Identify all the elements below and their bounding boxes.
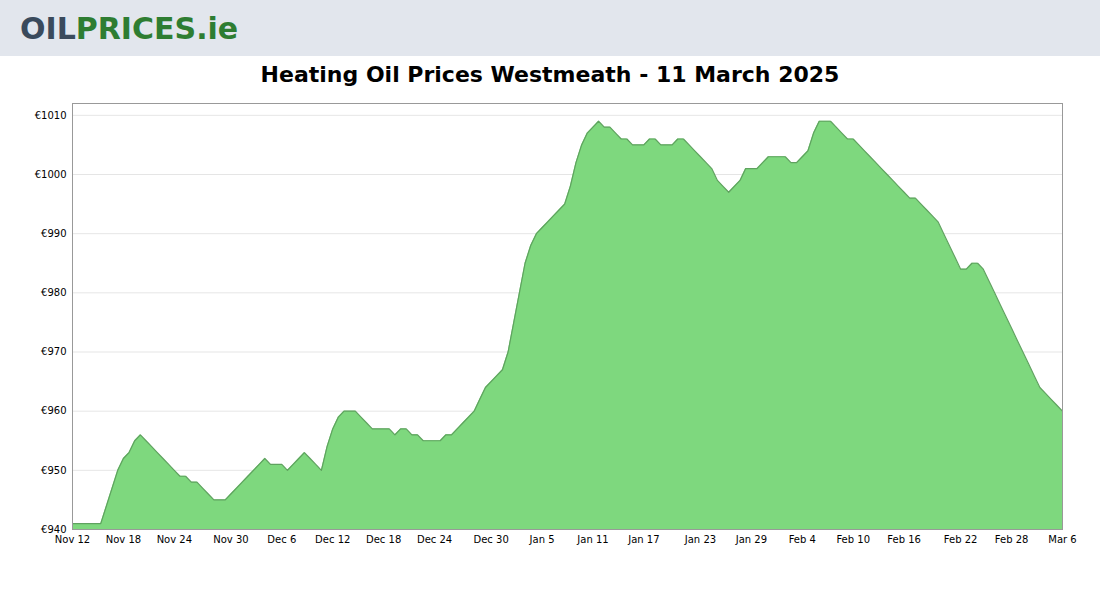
svg-text:Dec 30: Dec 30 <box>473 534 508 545</box>
svg-text:Feb 4: Feb 4 <box>789 534 816 545</box>
svg-text:Feb 22: Feb 22 <box>944 534 978 545</box>
svg-text:Dec 6: Dec 6 <box>267 534 296 545</box>
svg-text:Nov 12: Nov 12 <box>55 534 90 545</box>
svg-text:€970: €970 <box>41 346 66 357</box>
svg-text:Nov 24: Nov 24 <box>157 534 192 545</box>
svg-text:Dec 12: Dec 12 <box>315 534 350 545</box>
svg-text:€1000: €1000 <box>35 169 67 180</box>
svg-text:€950: €950 <box>41 465 66 476</box>
svg-text:Jan 11: Jan 11 <box>576 534 608 545</box>
svg-text:Dec 24: Dec 24 <box>417 534 452 545</box>
html-text:OIL PRICES.ie: OIL PRICES.ie <box>20 10 239 46</box>
svg-text:Jan 5: Jan 5 <box>529 534 555 545</box>
svg-text:Feb 10: Feb 10 <box>836 534 870 545</box>
svg-text:€960: €960 <box>41 405 66 416</box>
html-text:Heating Oil Prices Westmeath -: Heating Oil Prices Westmeath - 11 March … <box>260 62 840 87</box>
svg-text:Feb 28: Feb 28 <box>995 534 1029 545</box>
svg-text:Nov 30: Nov 30 <box>213 534 248 545</box>
svg-text:Dec 18: Dec 18 <box>366 534 401 545</box>
svg-text:€980: €980 <box>41 287 66 298</box>
svg-text:€940: €940 <box>41 523 67 535</box>
svg-text:Jan 29: Jan 29 <box>735 534 767 545</box>
svg-text:Jan 17: Jan 17 <box>627 534 659 545</box>
svg-text:Mar 6: Mar 6 <box>1048 534 1076 545</box>
svg-text:€1010: €1010 <box>35 110 67 121</box>
svg-text:Feb 16: Feb 16 <box>887 534 921 545</box>
svg-text:Nov 18: Nov 18 <box>106 534 141 545</box>
svg-text:Jan 23: Jan 23 <box>684 534 716 545</box>
svg-text:€990: €990 <box>41 228 66 239</box>
